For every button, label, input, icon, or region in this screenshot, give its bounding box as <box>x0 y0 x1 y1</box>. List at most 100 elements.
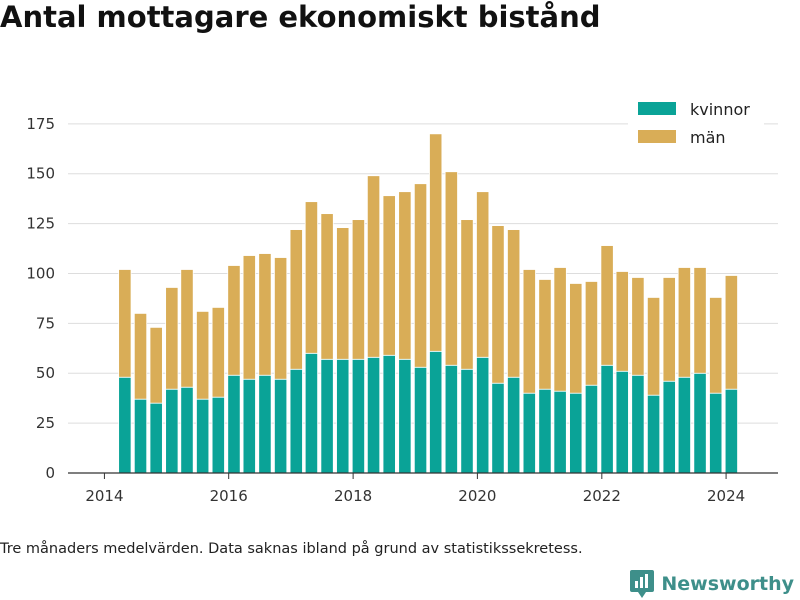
bar-man <box>165 287 179 390</box>
bar-man <box>227 265 241 376</box>
brand-logo[interactable]: Newsworthy <box>629 569 794 599</box>
bar-kvinnor <box>398 358 412 474</box>
bar-kvinnor <box>476 356 490 474</box>
bar-man <box>242 255 256 380</box>
bar-man <box>491 225 505 384</box>
bar-man <box>118 269 132 378</box>
bar-kvinnor <box>600 364 614 474</box>
bar-man <box>444 171 458 366</box>
bar-kvinnor <box>304 352 319 474</box>
bar-kvinnor <box>522 392 536 474</box>
bar-kvinnor <box>320 358 334 474</box>
bar-kvinnor <box>491 382 505 474</box>
bar-kvinnor <box>165 388 179 474</box>
x-tick-label: 2014 <box>85 487 123 505</box>
legend-swatch-man <box>638 130 676 143</box>
chart-title: Antal mottagare ekonomiskt bistånd <box>0 0 601 34</box>
bar-kvinnor <box>242 378 256 474</box>
bar-kvinnor <box>444 364 458 474</box>
bar-kvinnor <box>615 370 629 474</box>
bar-man <box>211 307 225 398</box>
bar-man <box>476 191 490 358</box>
bar-kvinnor <box>366 356 381 474</box>
bar-kvinnor <box>149 402 163 474</box>
newsworthy-logo-icon <box>630 570 655 598</box>
bar-kvinnor <box>631 374 645 474</box>
bar-kvinnor <box>289 368 303 474</box>
bar-man <box>149 326 163 404</box>
bar-kvinnor <box>709 392 723 474</box>
y-tick-label: 150 <box>26 165 55 183</box>
x-tick-label: 2022 <box>583 487 621 505</box>
y-tick-label: 125 <box>26 215 55 233</box>
bar-kvinnor <box>382 354 396 474</box>
bar-kvinnor <box>507 376 521 474</box>
bar-man <box>646 297 661 396</box>
bar-kvinnor <box>584 384 599 474</box>
bar-man <box>522 269 536 394</box>
bar-man <box>366 175 381 358</box>
bar-kvinnor <box>351 358 366 474</box>
legend: kvinnor män <box>628 96 764 158</box>
bar-kvinnor <box>274 378 288 474</box>
bar-man <box>460 219 474 370</box>
bar-kvinnor <box>133 398 148 474</box>
bar-man <box>180 269 194 388</box>
bar-man <box>662 277 676 382</box>
y-tick-label: 100 <box>26 264 55 282</box>
bar-man <box>336 227 350 360</box>
footnote: Tre månaders medelvärden. Data saknas ib… <box>0 541 583 557</box>
bar-kvinnor <box>258 374 272 474</box>
x-tick-label: 2016 <box>210 487 248 505</box>
bar-man <box>398 191 412 360</box>
bar-man <box>538 279 552 390</box>
bar-kvinnor <box>336 358 350 474</box>
bar-kvinnor <box>693 372 707 474</box>
x-tick-label: 2018 <box>334 487 372 505</box>
bar-man <box>724 275 738 390</box>
bar-kvinnor <box>196 398 210 474</box>
bar-man <box>413 183 428 368</box>
bar-kvinnor <box>538 388 552 474</box>
y-tick-label: 75 <box>36 314 55 332</box>
brand-name: Newsworthy <box>661 573 794 595</box>
y-tick-label: 25 <box>36 414 55 432</box>
bar-man <box>133 312 148 400</box>
bar-kvinnor <box>211 396 225 474</box>
bar-kvinnor <box>646 394 661 474</box>
bar-kvinnor <box>413 366 428 474</box>
bar-man <box>429 133 443 352</box>
bar-man <box>709 297 723 394</box>
bar-man <box>677 267 691 378</box>
x-tick-label: 2020 <box>458 487 496 505</box>
bar-man <box>382 195 396 356</box>
bar-kvinnor <box>227 374 241 474</box>
bar-man <box>274 257 288 380</box>
y-tick-label: 50 <box>36 364 55 382</box>
bar-man <box>289 229 303 370</box>
bar-man <box>584 281 599 386</box>
legend-label-man: män <box>690 128 726 147</box>
bar-kvinnor <box>118 376 132 474</box>
bar-man <box>196 310 210 400</box>
bar-kvinnor <box>180 386 194 474</box>
bar-man <box>304 201 319 354</box>
bar-man <box>258 253 272 376</box>
axes: 0 25 50 75 100 125 150 175 2014 2016 2018 2020 2022 2… <box>26 115 778 505</box>
bar-man <box>631 277 645 376</box>
bars <box>118 133 738 474</box>
bar-man <box>553 267 567 392</box>
bar-man <box>569 283 583 394</box>
y-tick-label: 0 <box>45 464 55 482</box>
legend-label-kvinnor: kvinnor <box>690 100 750 119</box>
bar-kvinnor <box>553 390 567 474</box>
bar-kvinnor <box>429 350 443 474</box>
bar-kvinnor <box>460 368 474 474</box>
legend-swatch-kvinnor <box>638 102 676 115</box>
bar-man <box>507 229 521 378</box>
y-tick-label: 175 <box>26 115 55 133</box>
bar-kvinnor <box>677 376 691 474</box>
x-tick-label: 2024 <box>707 487 745 505</box>
bar-kvinnor <box>662 380 676 474</box>
